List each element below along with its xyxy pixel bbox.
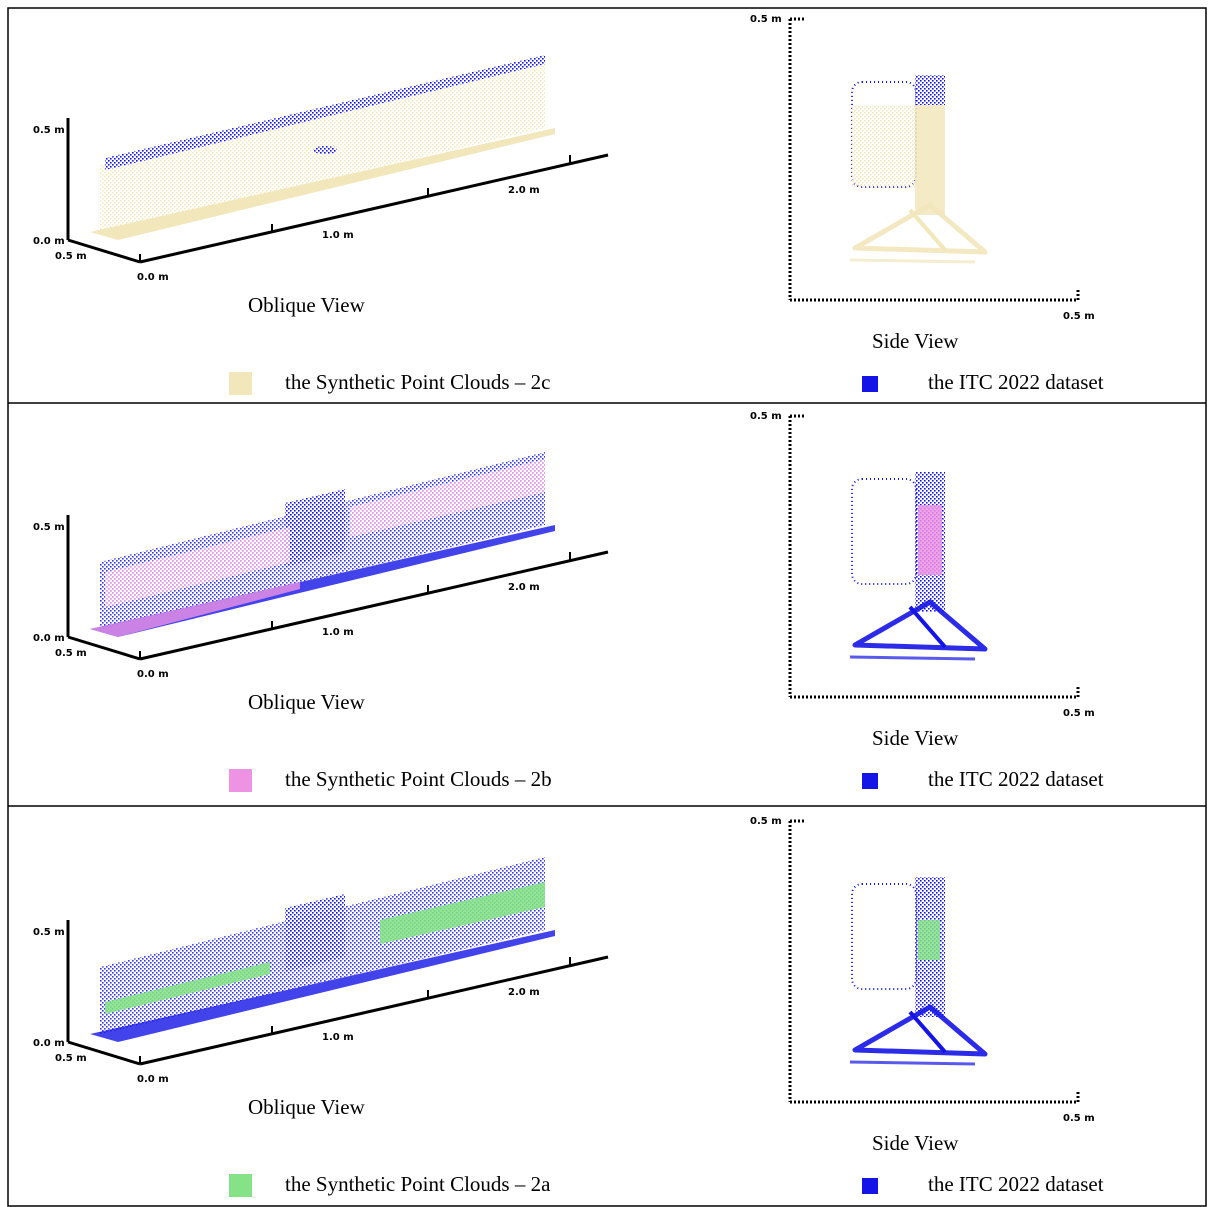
x2-label: 2.0 m (508, 987, 540, 998)
point-cloud-synthetic (100, 55, 545, 232)
x0-label: 0.0 m (137, 669, 169, 680)
page: {"rows": [ {"oblique": {"z_top": "0.5 m"… (0, 0, 1208, 1207)
point-cloud-base (855, 205, 985, 252)
z-bottom-label: 0.0 m (33, 1038, 65, 1049)
point-cloud-itc (313, 146, 337, 154)
legend-swatch (229, 769, 252, 792)
legend-swatch (862, 773, 878, 789)
side-top-label: 0.5 m (750, 816, 782, 827)
side-top-label: 0.5 m (750, 14, 782, 25)
point-cloud-synthetic (918, 505, 942, 575)
legend-label: the ITC 2022 dataset (928, 767, 1104, 791)
point-cloud-base (855, 1007, 985, 1054)
point-cloud-base (850, 260, 975, 262)
legend-label: the Synthetic Point Clouds – 2a (285, 1172, 551, 1196)
point-cloud-itc (915, 75, 945, 105)
figure: 0.5 m 0.0 m 0.5 m 0.0 m 1.0 m 2.0 m Oblique Vi… (0, 0, 1208, 1207)
depth-label: 0.5 m (55, 251, 87, 262)
point-cloud-base (850, 1062, 975, 1064)
legend-swatch (229, 372, 252, 395)
z-top-label: 0.5 m (33, 125, 65, 136)
x2-label: 2.0 m (508, 582, 540, 593)
side-right-label: 0.5 m (1063, 311, 1095, 322)
x1-label: 1.0 m (322, 1032, 354, 1043)
x0-label: 0.0 m (137, 1074, 169, 1085)
legend-label: the ITC 2022 dataset (928, 1172, 1104, 1196)
oblique-caption: Oblique View (248, 1095, 366, 1119)
z-bottom-label: 0.0 m (33, 236, 65, 247)
side-right-label: 0.5 m (1063, 708, 1095, 719)
point-cloud-base (850, 657, 975, 659)
point-cloud-synthetic (915, 105, 945, 215)
z-bottom-label: 0.0 m (33, 633, 65, 644)
z-top-label: 0.5 m (33, 522, 65, 533)
depth-label: 0.5 m (55, 648, 87, 659)
x0-label: 0.0 m (137, 272, 169, 283)
legend-swatch (862, 1178, 878, 1194)
legend-label: the ITC 2022 dataset (928, 370, 1104, 394)
z-top-label: 0.5 m (33, 927, 65, 938)
point-cloud-synthetic (918, 920, 940, 960)
side-caption: Side View (872, 726, 959, 750)
side-caption: Side View (872, 329, 959, 353)
x1-label: 1.0 m (322, 627, 354, 638)
point-cloud-base (855, 602, 985, 649)
point-cloud-frame (852, 884, 916, 989)
legend-label: the Synthetic Point Clouds – 2c (285, 370, 550, 394)
oblique-caption: Oblique View (248, 293, 366, 317)
legend-swatch (862, 376, 878, 392)
legend-swatch (229, 1174, 252, 1197)
oblique-caption: Oblique View (248, 690, 366, 714)
side-top-label: 0.5 m (750, 411, 782, 422)
x1-label: 1.0 m (322, 230, 354, 241)
side-caption: Side View (872, 1131, 959, 1155)
x2-label: 2.0 m (508, 185, 540, 196)
point-cloud-frame (852, 479, 916, 584)
point-cloud-synthetic (852, 105, 916, 187)
side-right-label: 0.5 m (1063, 1113, 1095, 1124)
legend-label: the Synthetic Point Clouds – 2b (285, 767, 552, 791)
depth-label: 0.5 m (55, 1053, 87, 1064)
